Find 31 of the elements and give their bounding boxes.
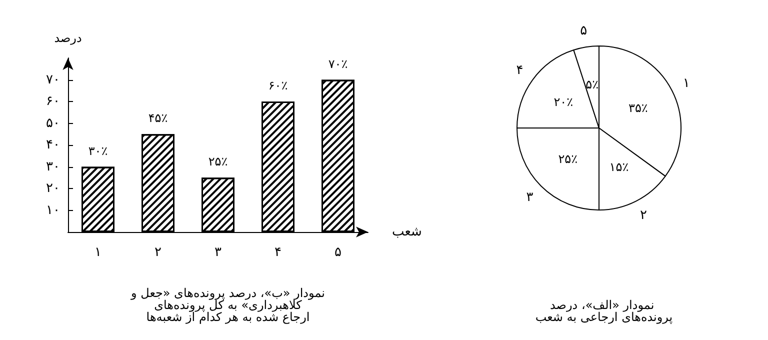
data-label: ۵٪	[586, 78, 599, 92]
x-tick-label: ۵	[334, 245, 342, 260]
data-label: ۶۰٪	[268, 78, 288, 92]
slice-label: ۵	[580, 24, 588, 39]
y-tick-label: ۳۰	[46, 159, 60, 174]
slice-label: ۱	[682, 76, 690, 92]
data-label: ۳۰٪	[88, 144, 108, 158]
y-tick-label: ۵۰	[46, 116, 60, 131]
x-tick-label: ۲	[154, 245, 162, 260]
data-label: ۲۵٪	[208, 154, 228, 169]
x-tick-label: ۴	[274, 245, 282, 260]
data-label: ۷۰٪	[328, 56, 348, 71]
text: نمودار «الف»، درصد پرونده‌های ارجاعی به شعب	[535, 298, 673, 324]
data-label: ۱۵٪	[609, 160, 629, 174]
x-tick-label: ۱	[94, 245, 102, 260]
slice-label: ۴	[516, 62, 524, 78]
data-label: ۳۵٪	[628, 101, 648, 116]
y-tick-label: ۷۰	[46, 72, 60, 88]
slice-label: ۳	[526, 190, 534, 205]
y-axis-title: درصد	[54, 31, 82, 45]
y-tick-label: ۲۰	[46, 181, 60, 196]
y-tick-label: ۴۰	[46, 138, 60, 152]
slice-label: ۲	[640, 208, 647, 223]
data-label: ۲۰٪	[554, 95, 574, 110]
data-label: ۴۵٪	[148, 111, 168, 126]
text: نمودار «ب»، درصد پرونده‌های «جعل و کلاهبرداری» به کل پرونده‌های ارجاع شده به هر کدام از شعبه‌ها	[130, 286, 325, 324]
x-axis-title: شعب	[392, 224, 422, 240]
x-tick-label: ۳	[214, 245, 222, 260]
y-tick-label: ۱۰	[46, 202, 60, 218]
data-label: ۲۵٪	[558, 152, 578, 166]
y-tick-label: ۶۰	[46, 94, 60, 109]
